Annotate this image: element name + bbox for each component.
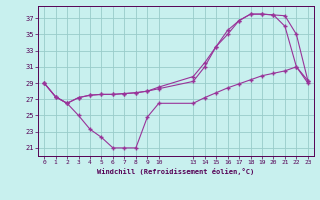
X-axis label: Windchill (Refroidissement éolien,°C): Windchill (Refroidissement éolien,°C) — [97, 168, 255, 175]
